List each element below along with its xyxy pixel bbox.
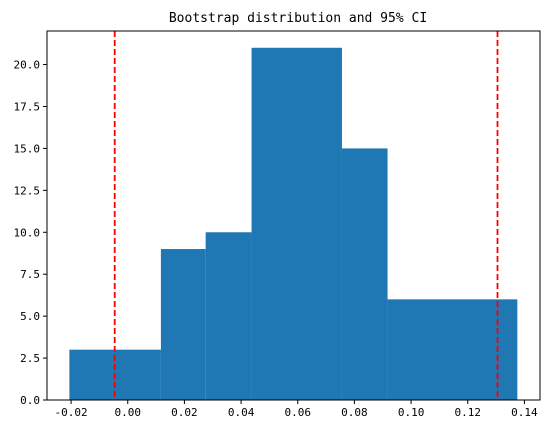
x-tick-label: 0.04	[228, 406, 255, 419]
y-tick-label: 20.0	[14, 59, 41, 72]
chart-title: Bootstrap distribution and 95% CI	[169, 11, 427, 26]
y-axis: 0.0 2.5 5.0 7.5 10.0 12.5 15.0 17.5 20.0	[14, 59, 47, 407]
bars-group	[69, 47, 518, 400]
histogram-bar-2	[205, 232, 252, 400]
x-tick-label: 0.08	[341, 406, 368, 419]
x-axis: -0.02 0.00 0.02 0.04 0.06 0.08 0.10 0.12 0.14	[55, 400, 538, 419]
y-tick-label: 12.5	[14, 184, 41, 197]
histogram-bar-3	[251, 47, 342, 400]
x-tick-label: -0.02	[55, 406, 88, 419]
x-tick-label: 0.00	[115, 406, 142, 419]
y-tick-label: 7.5	[20, 268, 40, 281]
y-tick-label: 10.0	[14, 226, 41, 239]
ci-lines-group	[113, 31, 499, 400]
x-tick-label: 0.02	[171, 406, 198, 419]
x-tick-label: 0.14	[511, 406, 538, 419]
y-tick-label: 2.5	[20, 352, 40, 365]
y-tick-label: 17.5	[14, 100, 41, 113]
y-tick-label: 5.0	[20, 310, 40, 323]
plot-frame	[46, 30, 541, 401]
x-tick-label: 0.06	[285, 406, 312, 419]
y-tick-label: 15.0	[14, 142, 41, 155]
x-tick-label: 0.10	[398, 406, 425, 419]
y-tick-label: 0.0	[20, 394, 40, 407]
x-tick-label: 0.12	[455, 406, 482, 419]
histogram-bar-4	[341, 148, 388, 400]
histogram-bar-1	[160, 249, 206, 400]
histogram-bar-5	[387, 299, 518, 400]
